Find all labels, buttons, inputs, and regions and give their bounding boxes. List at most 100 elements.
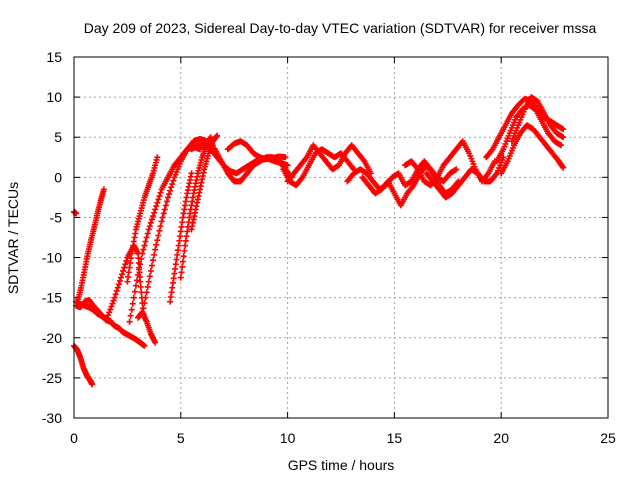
series-track-26 (508, 94, 567, 145)
data-point (141, 342, 148, 349)
data-point (119, 271, 126, 278)
data-point (112, 291, 119, 298)
data-point (136, 266, 143, 273)
data-point (154, 237, 161, 244)
data-point (128, 306, 135, 313)
data-point (110, 297, 117, 304)
series-track-17 (280, 146, 357, 189)
y-tick-label: -15 (42, 290, 62, 306)
data-point (147, 267, 154, 274)
data-point (107, 306, 114, 313)
x-tick-label: 20 (493, 430, 509, 446)
data-point (134, 277, 141, 284)
data-point (138, 255, 145, 262)
data-point (163, 198, 170, 205)
x-tick-labels: 0 5 10 15 20 25 (70, 430, 616, 446)
data-point (123, 257, 130, 264)
data-point (111, 294, 118, 301)
data-point (146, 223, 153, 230)
data-point (560, 126, 567, 133)
data-point (284, 162, 291, 169)
y-tick-label: -30 (42, 410, 62, 426)
data-point (144, 230, 151, 237)
chart-title: Day 209 of 2023, Sidereal Day-to-day VTE… (84, 20, 597, 36)
data-point (170, 177, 177, 184)
data-point (138, 289, 145, 296)
series-track-22 (423, 154, 507, 201)
plot-frame (73, 56, 609, 419)
series-track-04 (73, 298, 114, 324)
data-point (143, 234, 150, 241)
data-point (152, 339, 159, 346)
data-point (155, 232, 162, 239)
y-tick-label: 15 (46, 49, 62, 65)
data-point (115, 281, 122, 288)
data-point (145, 226, 152, 233)
data-point (214, 132, 221, 139)
series-track-01 (71, 208, 80, 217)
data-point (154, 199, 161, 206)
data-point (159, 214, 166, 221)
data-point (142, 238, 149, 245)
y-tick-label: -10 (42, 250, 62, 266)
data-point (140, 305, 147, 312)
data-point (141, 300, 148, 307)
data-point (188, 170, 195, 177)
data-point (152, 206, 159, 213)
data-point (153, 203, 160, 210)
x-tick-label: 0 (70, 430, 78, 446)
data-point (121, 264, 128, 271)
series-track-25 (498, 122, 567, 177)
data-point (156, 193, 163, 200)
series-track-18 (284, 142, 374, 185)
series-track-05 (75, 186, 107, 303)
series-track-11 (167, 170, 195, 305)
data-point (157, 223, 164, 230)
x-tick-label: 15 (387, 430, 403, 446)
data-point (147, 219, 154, 226)
data-point (132, 282, 139, 289)
data-point (143, 289, 150, 296)
data-point (109, 300, 116, 307)
data-point (161, 206, 168, 213)
data-point (137, 261, 144, 268)
data-point (139, 310, 146, 317)
data-point (558, 142, 565, 149)
data-point (117, 274, 124, 281)
data-point (153, 241, 160, 248)
data-point (167, 187, 174, 194)
data-point (139, 250, 146, 257)
x-tick-label: 10 (280, 430, 296, 446)
data-point (116, 277, 123, 284)
x-tick-label: 5 (177, 430, 185, 446)
data-point (148, 262, 155, 269)
data-point (140, 246, 147, 253)
series-track-16 (224, 138, 289, 162)
data-point (155, 196, 162, 203)
y-tick-label: 5 (54, 129, 62, 145)
y-tick-labels: -30 -25 -20 -15 -10 -5 0 5 10 15 (42, 49, 62, 426)
data-series (71, 94, 567, 388)
data-point (142, 294, 149, 301)
data-point (151, 209, 158, 216)
data-point (152, 246, 159, 253)
data-point (137, 283, 144, 290)
data-point (105, 312, 112, 319)
data-point (148, 216, 155, 223)
data-point (181, 247, 188, 254)
data-point (162, 202, 169, 209)
data-point (100, 186, 107, 193)
data-point (107, 317, 114, 324)
y-tick-label: -20 (42, 330, 62, 346)
data-point (127, 312, 134, 319)
data-point (135, 271, 142, 278)
data-point (179, 263, 186, 270)
data-point (178, 269, 185, 276)
data-point (113, 287, 120, 294)
data-point (151, 251, 158, 258)
data-point (126, 318, 133, 325)
data-point (108, 303, 115, 310)
series-track-20 (359, 162, 462, 209)
data-point (177, 274, 184, 281)
